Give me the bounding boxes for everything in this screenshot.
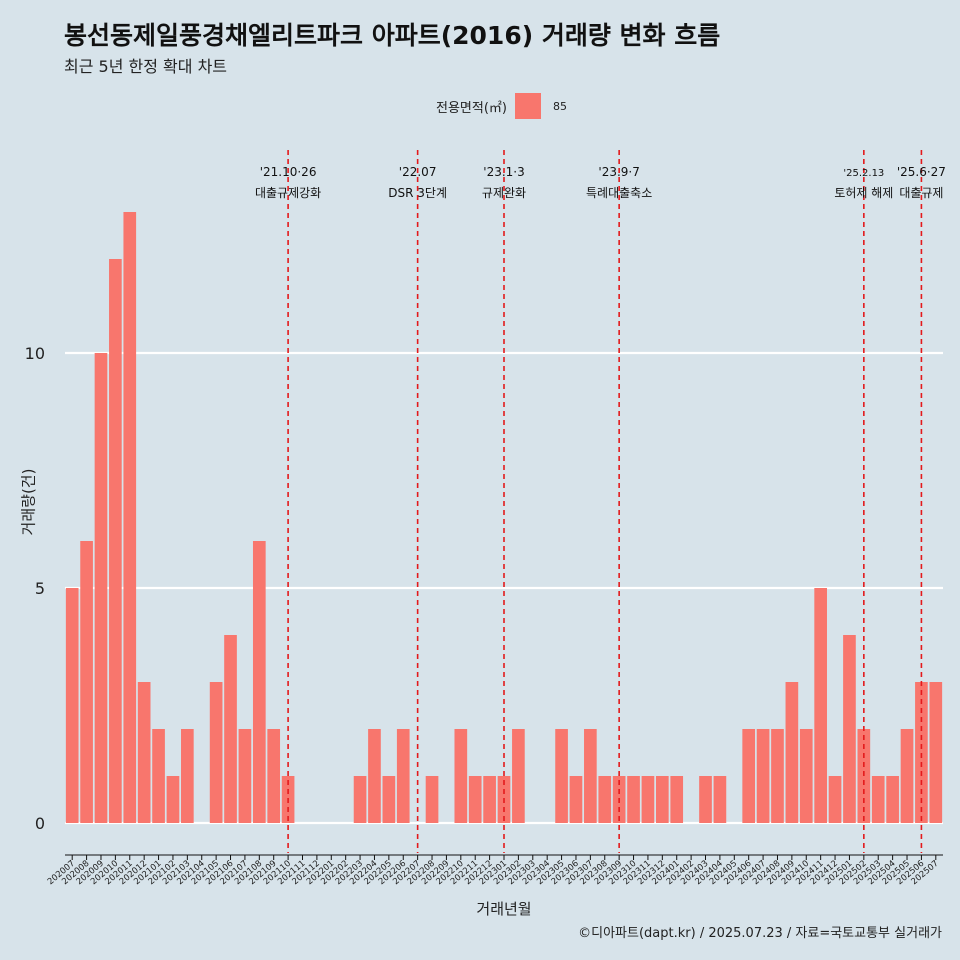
caption: ©디아파트(dapt.kr) / 2025.07.23 / 자료=국토교통부 실… bbox=[578, 926, 942, 941]
legend-swatch bbox=[514, 93, 541, 119]
event-date-label: '25.2.13 bbox=[843, 168, 884, 179]
event-label: 규제완화 bbox=[482, 186, 526, 200]
bar bbox=[382, 776, 396, 823]
bar bbox=[181, 729, 194, 823]
bar bbox=[929, 682, 943, 823]
bar bbox=[396, 729, 410, 823]
bar bbox=[425, 776, 439, 823]
bar bbox=[843, 635, 856, 823]
bar bbox=[267, 729, 281, 823]
y-tick-label: 0 bbox=[35, 814, 45, 833]
event-label: 대출규제 bbox=[899, 186, 943, 200]
event-label: 토허제 해제 bbox=[834, 186, 893, 200]
event-label: 특례대출축소 bbox=[586, 186, 652, 200]
chart-title: 봉선동제일풍경채엘리트파크 아파트(2016) 거래량 변화 흐름 bbox=[64, 21, 721, 50]
bars-layer bbox=[65, 212, 943, 823]
bar bbox=[785, 682, 799, 823]
y-tick-label: 10 bbox=[25, 344, 45, 363]
bar bbox=[512, 729, 525, 823]
event-label: DSR 3단계 bbox=[388, 186, 447, 200]
bar bbox=[224, 635, 237, 823]
bar bbox=[584, 729, 597, 823]
bar bbox=[555, 729, 568, 823]
y-axis-title: 거래량(건) bbox=[19, 468, 38, 536]
bar bbox=[468, 776, 482, 823]
event-label: 대출규제강화 bbox=[255, 186, 321, 200]
bar bbox=[454, 729, 468, 823]
bar bbox=[368, 729, 381, 823]
event-date-label: '23.9·7 bbox=[598, 165, 639, 179]
bar bbox=[641, 776, 655, 823]
legend-entry: 85 bbox=[552, 99, 567, 113]
bar bbox=[109, 259, 122, 823]
bar bbox=[569, 776, 583, 823]
bar bbox=[670, 776, 684, 823]
x-axis-title: 거래년월 bbox=[476, 900, 532, 918]
legend-title: 전용면적(㎡) bbox=[436, 100, 507, 116]
bar bbox=[713, 776, 727, 823]
bar bbox=[152, 729, 165, 823]
bar bbox=[814, 588, 827, 823]
bar bbox=[915, 682, 928, 823]
bar bbox=[166, 776, 180, 823]
bar bbox=[598, 776, 612, 823]
bar bbox=[137, 682, 151, 823]
y-tick-label: 5 bbox=[35, 579, 45, 598]
event-lines-layer: '21.10·26 대출규제강화 '22.07 DSR 3단계 '23.1·3 규제완화 '… bbox=[255, 150, 946, 853]
bar bbox=[900, 729, 914, 823]
legend: 전용면적(㎡) 85 bbox=[436, 93, 567, 119]
event-date-label: '23.1·3 bbox=[483, 165, 524, 179]
chart-subtitle: 최근 5년 한정 확대 차트 bbox=[64, 57, 228, 76]
bar bbox=[756, 729, 770, 823]
bar bbox=[123, 212, 137, 823]
bar bbox=[483, 776, 496, 823]
axes-layer: 0510202007202008202009202010202011202012… bbox=[25, 344, 943, 887]
event-date-label: '21.10·26 bbox=[260, 165, 317, 179]
bar bbox=[886, 776, 899, 823]
event-date-label: '25.6·27 bbox=[897, 165, 946, 179]
bar bbox=[699, 776, 712, 823]
bar bbox=[238, 729, 252, 823]
bar bbox=[828, 776, 842, 823]
bar bbox=[799, 729, 813, 823]
bar bbox=[627, 776, 640, 823]
bar bbox=[252, 541, 266, 823]
bar bbox=[94, 353, 108, 823]
bar bbox=[742, 729, 756, 823]
bar bbox=[80, 541, 93, 823]
bar bbox=[655, 776, 669, 823]
event-date-label: '22.07 bbox=[399, 165, 437, 179]
bar bbox=[65, 588, 79, 823]
bar bbox=[771, 729, 784, 823]
bar bbox=[871, 776, 885, 823]
bar bbox=[209, 682, 223, 823]
bar bbox=[353, 776, 367, 823]
